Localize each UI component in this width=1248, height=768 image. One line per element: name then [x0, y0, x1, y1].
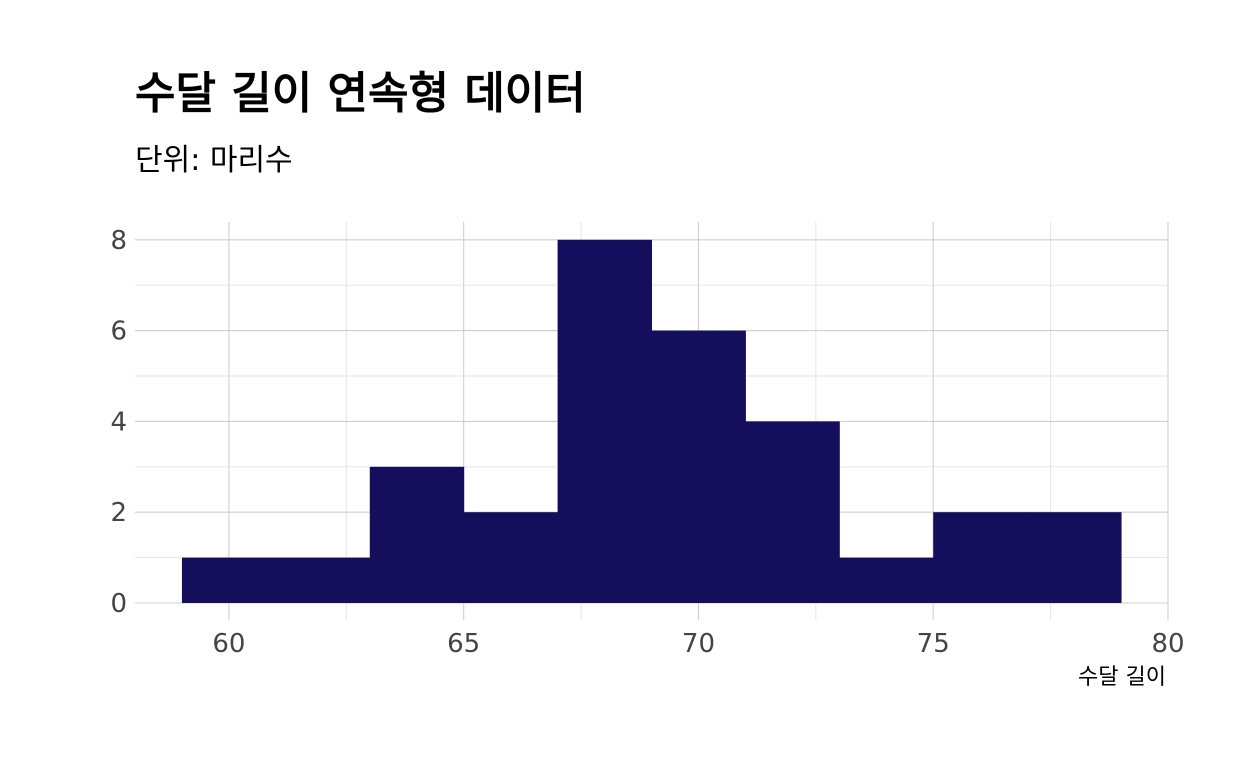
- histogram-bar: [275, 557, 371, 603]
- histogram-bar: [745, 421, 840, 603]
- x-tick-label: 70: [682, 629, 715, 659]
- chart-title: 수달 길이 연속형 데이터: [135, 68, 586, 119]
- histogram-bar: [1027, 512, 1122, 603]
- x-axis-title: 수달 길이: [1078, 665, 1166, 690]
- histogram-bar: [369, 466, 465, 603]
- x-tick-label: 80: [1151, 629, 1184, 659]
- y-tick-label: 0: [110, 589, 127, 619]
- histogram-bar: [557, 239, 652, 604]
- histogram-bar: [651, 330, 746, 603]
- y-tick-label: 8: [110, 226, 127, 256]
- y-tick-label: 4: [110, 407, 127, 437]
- histogram-bar: [463, 512, 559, 603]
- y-axis-ticks: 0 2 4 6 8: [110, 226, 127, 619]
- histogram-bar: [839, 557, 934, 603]
- x-axis-ticks: 60 65 70 75 80: [212, 629, 1184, 659]
- y-tick-label: 6: [110, 317, 127, 347]
- x-tick-label: 65: [447, 629, 480, 659]
- y-tick-label: 2: [110, 498, 127, 528]
- histogram-bar: [933, 512, 1028, 603]
- x-tick-label: 75: [917, 629, 950, 659]
- histogram-bars: [181, 239, 1122, 604]
- x-tick-label: 60: [212, 629, 245, 659]
- histogram-bar: [181, 557, 277, 603]
- chart-subtitle: 단위: 마리수: [135, 143, 293, 178]
